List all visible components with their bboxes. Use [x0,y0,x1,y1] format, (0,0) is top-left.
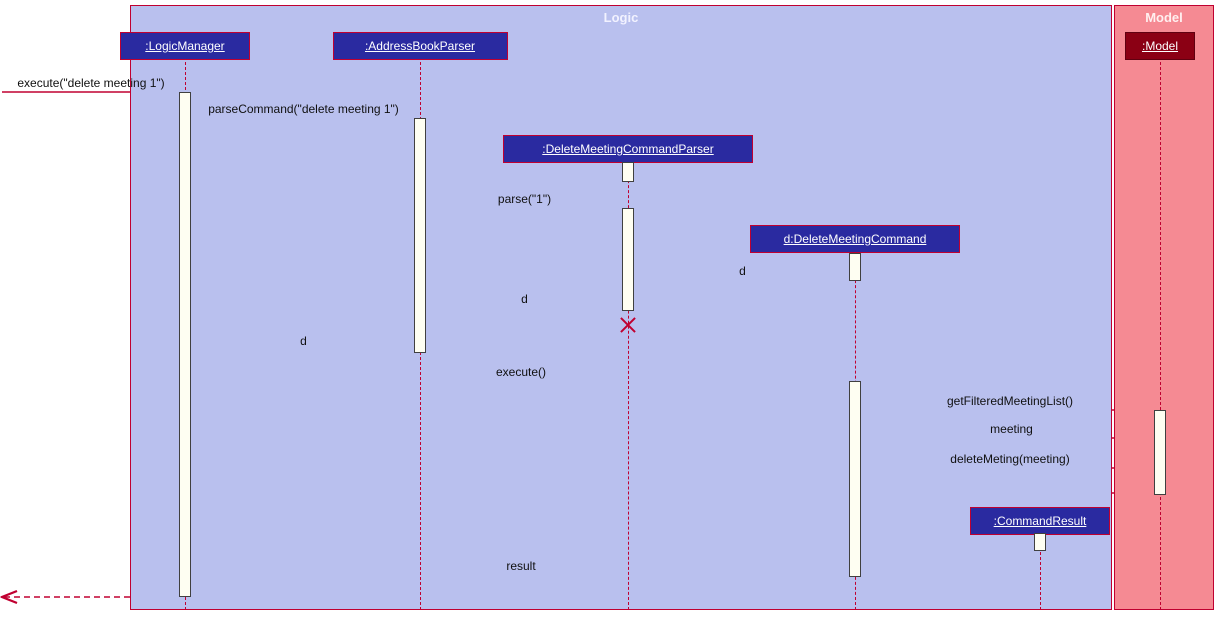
message-label: deleteMeting(meeting) [950,452,1069,468]
region-logic: Logic [130,5,1112,610]
lifeline-mdl [1160,62,1161,610]
participant-lm: :LogicManager [120,32,250,60]
activation-bar [179,92,191,597]
message-label: parseCommand("delete meeting 1") [208,102,399,118]
participant-dmc: d:DeleteMeetingCommand [750,225,960,253]
message-label: d [300,334,307,350]
participant-dmcp: :DeleteMeetingCommandParser [503,135,753,163]
activation-bar [849,381,861,577]
destroy-marker [618,315,638,335]
region-title: Model [1115,6,1213,29]
message-label: parse("1") [498,192,551,208]
sequence-diagram: LogicModel :LogicManager :AddressBookParse… [0,0,1219,622]
activation-bar [622,208,634,311]
participant-abp: :AddressBookParser [333,32,508,60]
activation-bar [414,118,426,353]
activation-bar [1034,533,1046,551]
activation-bar [1154,410,1166,495]
message-label: d [521,292,528,308]
region-model: Model [1114,5,1214,610]
participant-mdl: :Model [1125,32,1195,60]
region-title: Logic [131,6,1111,29]
message-label: result [506,559,535,575]
message-label: meeting [990,422,1033,438]
message-label: execute() [496,365,546,381]
message-label: getFilteredMeetingList() [947,394,1073,410]
message-label: d [739,264,746,280]
activation-bar [849,253,861,281]
participant-cr: :CommandResult [970,507,1110,535]
message-label: execute("delete meeting 1") [17,76,164,92]
activation-bar [622,162,634,182]
